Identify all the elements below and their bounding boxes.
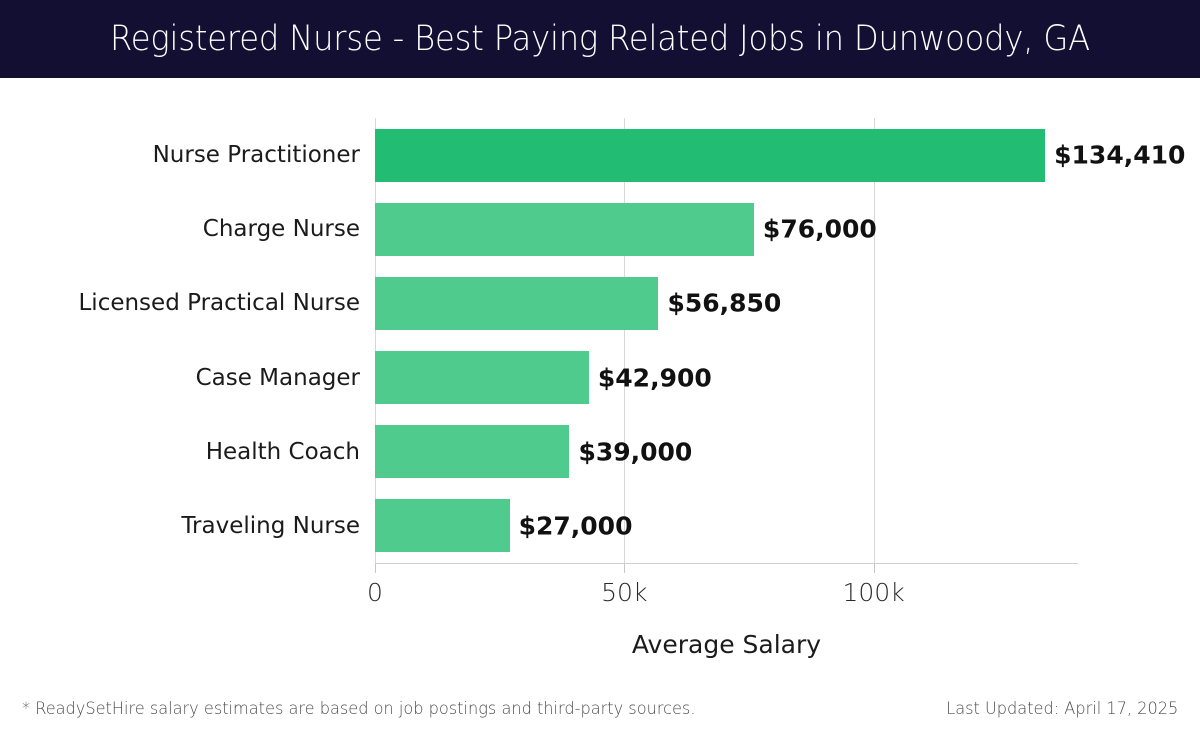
y-axis-label-health-coach: Health Coach [205,438,360,465]
y-axis-label-licensed-practical-nurse: Licensed Practical Nurse [78,290,360,317]
x-axis-title: Average Salary [631,630,822,659]
bar-row: $42,900 [375,351,1078,405]
bar-value-label: $27,000 [518,511,633,541]
bar-value-label: $134,410 [1054,140,1186,170]
footer-last-updated: Last Updated: April 17, 2025 [945,699,1178,719]
x-tickmark-100k [873,564,875,573]
bar-row: $56,850 [375,276,1078,330]
x-tickmark-0 [375,564,376,573]
bar-value-label: $56,850 [667,288,782,318]
bar-row: $39,000 [375,425,1078,479]
bar-row: $76,000 [375,202,1078,256]
y-axis-label-nurse-practitioner: Nurse Practitioner [152,142,360,169]
x-tick-label-0: 0 [367,578,383,607]
y-axis-label-traveling-nurse: Traveling Nurse [181,512,360,539]
bar-health-coach[interactable] [375,425,570,479]
bar-traveling-nurse[interactable] [375,499,510,553]
x-axis-line [375,563,1078,564]
y-axis-label-case-manager: Case Manager [195,364,360,391]
bar-charge-nurse[interactable] [375,202,754,256]
bar-case-manager[interactable] [375,351,589,405]
gridline-0 [375,118,376,563]
title-banner: Registered Nurse - Best Paying Related J… [0,0,1200,78]
page-title: Registered Nurse - Best Paying Related J… [109,19,1091,59]
bar-nurse-practitioner[interactable] [375,128,1046,182]
gridline-100k [873,118,875,563]
x-tick-label-50k: 50k [601,578,648,607]
y-axis-label-charge-nurse: Charge Nurse [202,216,360,243]
footer-disclaimer: * ReadySetHire salary estimates are base… [22,699,696,719]
plot-area: $134,410 $76,000 $56,850 $42,900 $39,000 $27,… [375,118,1185,563]
gridline-50k [624,118,626,563]
bar-value-label: $39,000 [578,437,693,467]
bar-value-label: $42,900 [597,363,712,393]
x-tickmark-50k [624,564,626,573]
bar-row: $134,410 [375,128,1185,182]
bar-licensed-practical-nurse[interactable] [375,276,659,330]
x-tick-label-100k: 100k [842,578,905,607]
bar-row: $27,000 [375,499,1078,553]
bar-value-label: $76,000 [762,214,877,244]
y-axis-labels: Nurse Practitioner Charge Nurse Licensed P… [0,118,360,563]
